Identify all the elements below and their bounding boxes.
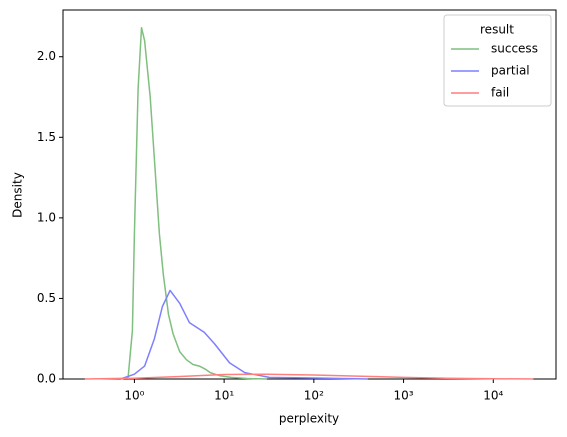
legend-title: result (480, 23, 514, 37)
x-tick-label: 10⁰ (124, 389, 144, 403)
legend-label: fail (491, 86, 509, 100)
x-tick-label: 10⁴ (483, 389, 503, 403)
y-axis-label: Density (11, 172, 25, 218)
y-tick-label: 1.0 (37, 210, 56, 224)
x-tick-label: 10² (304, 389, 324, 403)
legend-label: success (491, 42, 538, 56)
plot-frame (62, 9, 557, 380)
legend-label: partial (491, 64, 530, 78)
x-tick-label: 10¹ (214, 389, 234, 403)
y-tick-label: 0.0 (37, 372, 56, 386)
x-tick-label: 10³ (394, 389, 414, 403)
legend-box (443, 14, 552, 107)
y-tick-label: 1.5 (37, 130, 56, 144)
y-tick-label: 0.5 (37, 291, 56, 305)
density-line (120, 289, 368, 380)
x-axis-label: perplexity (279, 412, 339, 426)
density-line (84, 373, 534, 380)
y-tick-label: 2.0 (37, 49, 56, 63)
density-line (120, 26, 267, 380)
